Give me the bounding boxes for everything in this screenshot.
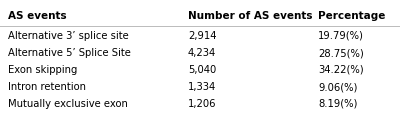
Text: Alternative 5’ Splice Site: Alternative 5’ Splice Site [8,48,131,58]
Text: Alternative 3’ splice site: Alternative 3’ splice site [8,31,129,41]
Text: 2,914: 2,914 [188,31,216,41]
Text: 5,040: 5,040 [188,65,216,75]
Text: 9.06(%): 9.06(%) [318,82,357,92]
Text: 8.19(%): 8.19(%) [318,99,357,109]
Text: Percentage: Percentage [318,11,385,21]
Text: 28.75(%): 28.75(%) [318,48,364,58]
Text: 19.79(%): 19.79(%) [318,31,364,41]
Text: 1,334: 1,334 [188,82,216,92]
Text: 1,206: 1,206 [188,99,216,109]
Text: Intron retention: Intron retention [8,82,86,92]
Text: 34.22(%): 34.22(%) [318,65,364,75]
Text: Exon skipping: Exon skipping [8,65,77,75]
Text: Mutually exclusive exon: Mutually exclusive exon [8,99,128,109]
Text: 4,234: 4,234 [188,48,216,58]
Text: Number of AS events: Number of AS events [188,11,312,21]
Text: AS events: AS events [8,11,67,21]
